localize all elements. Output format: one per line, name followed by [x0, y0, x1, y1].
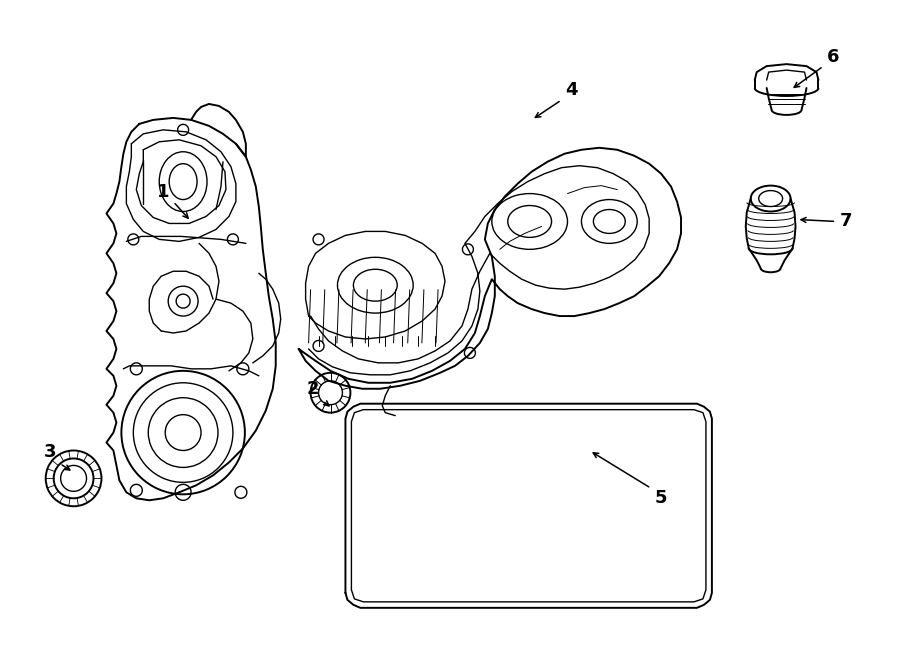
Text: 5: 5	[655, 489, 668, 507]
Text: 1: 1	[157, 182, 169, 200]
Text: 4: 4	[565, 81, 578, 99]
Text: 3: 3	[43, 444, 56, 461]
Text: 7: 7	[840, 212, 852, 231]
Text: 6: 6	[827, 48, 840, 66]
Text: 2: 2	[306, 380, 319, 398]
